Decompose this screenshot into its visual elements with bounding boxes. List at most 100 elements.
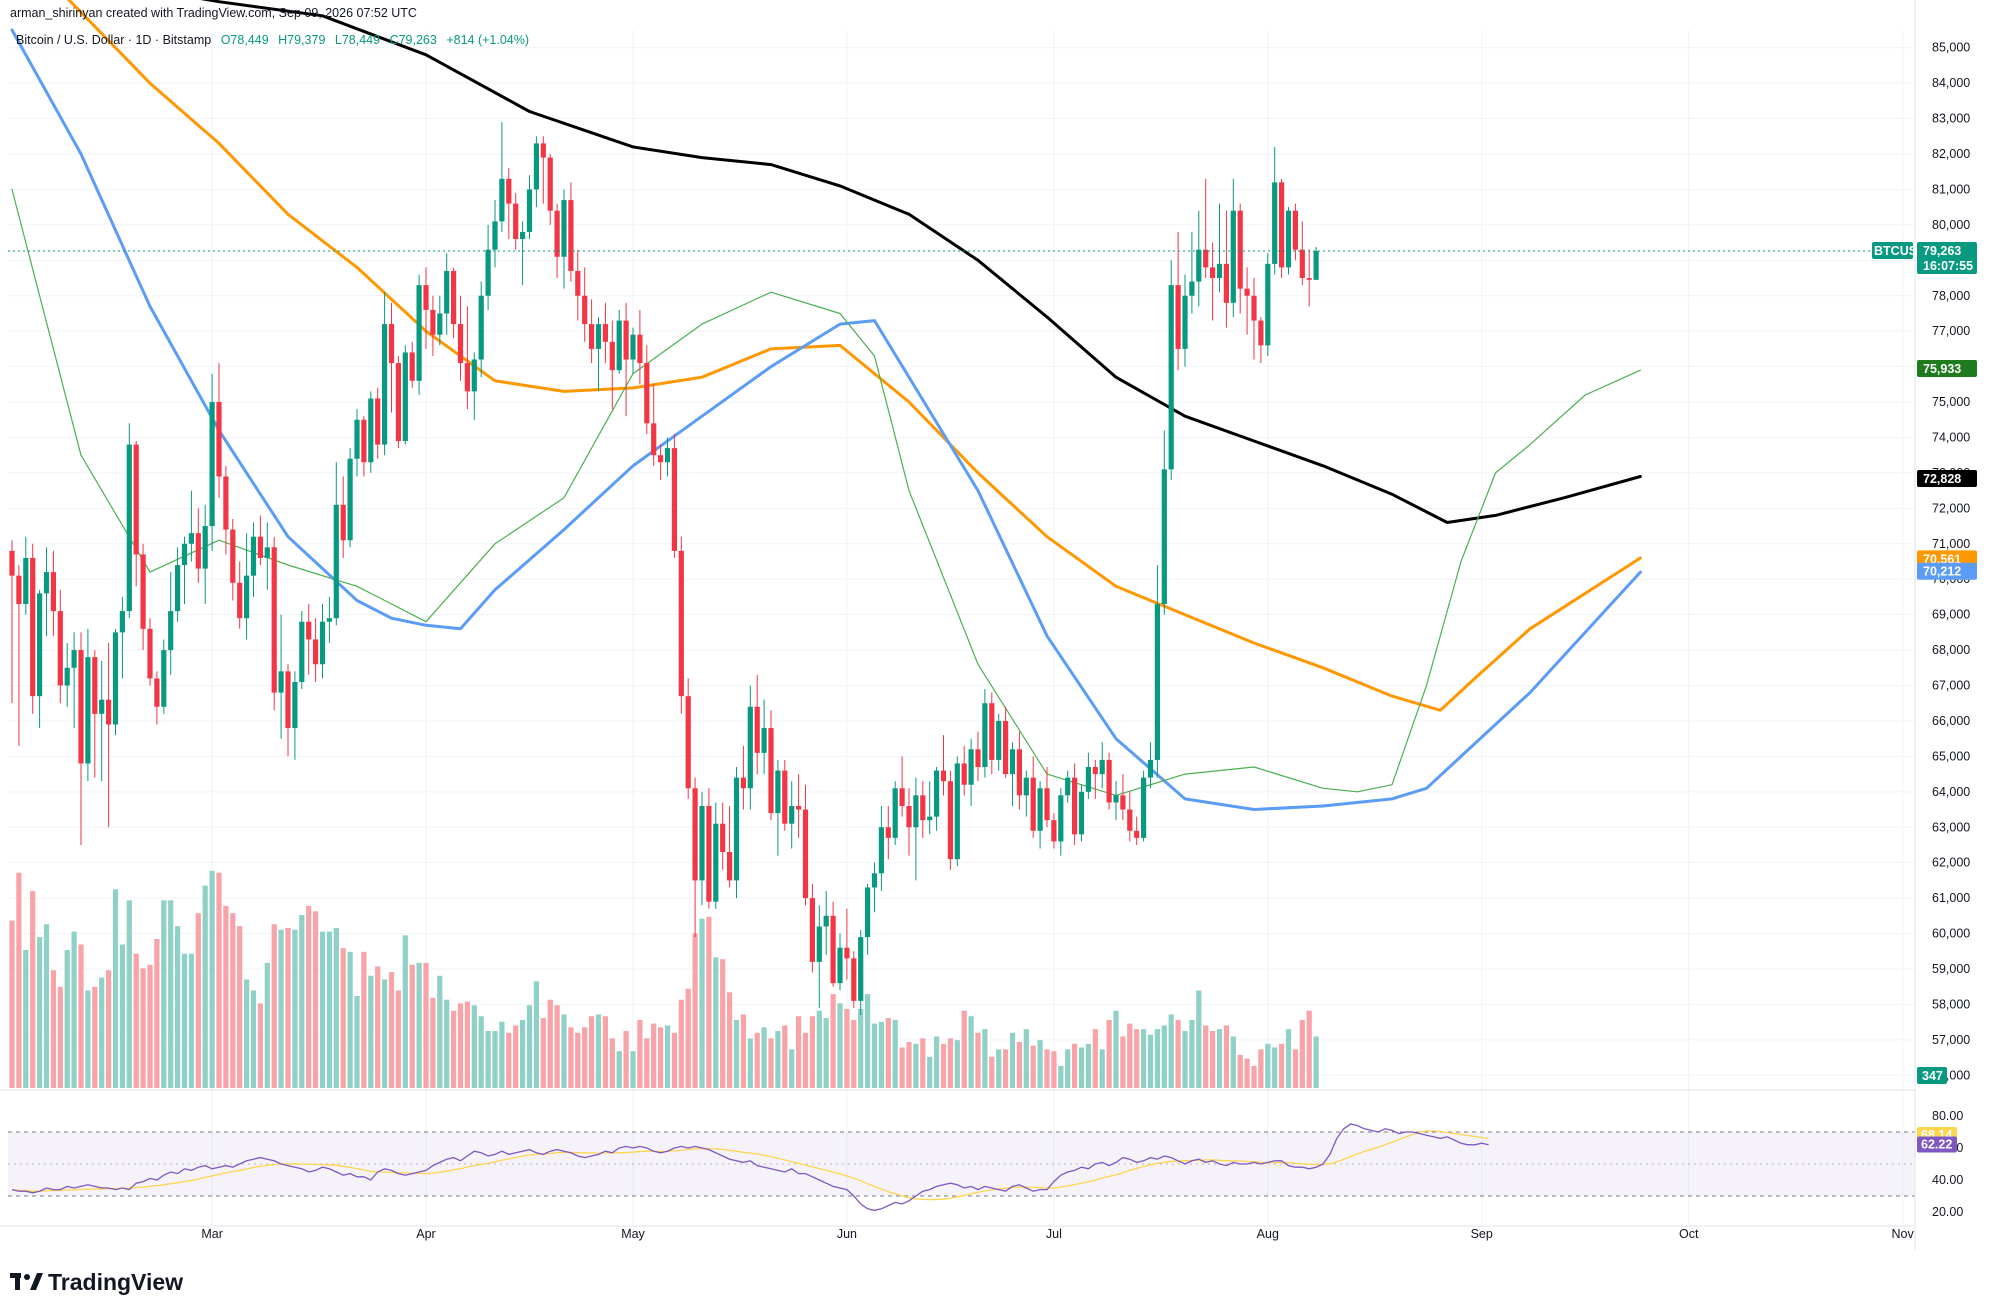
candle-body (678, 550, 684, 697)
ohlc-low: L78,449 (335, 33, 380, 47)
time-tick-label: Oct (1679, 1227, 1699, 1241)
candle-body (161, 650, 167, 707)
volume-bar (1092, 1029, 1098, 1088)
volume-bar (264, 962, 270, 1088)
candle-body (513, 203, 519, 240)
candle-body (333, 504, 339, 619)
candle-body (78, 650, 84, 764)
candle-body (568, 200, 574, 271)
candle-body (1299, 249, 1305, 279)
candle-body (954, 763, 960, 860)
candle-body (1016, 749, 1022, 796)
volume-bar (678, 999, 684, 1088)
candle-body (1175, 285, 1181, 349)
symbol-title: Bitcoin / U.S. Dollar · 1D · Bitstamp (16, 33, 211, 47)
volume-bar (395, 990, 401, 1088)
volume-bar (154, 938, 160, 1088)
candle-body (1292, 210, 1298, 250)
volume-bar (747, 1038, 753, 1088)
price-label-box (1917, 470, 1977, 488)
time-axis[interactable]: Mar Apr May Jun Jul Aug Sep Oct Nov (0, 1225, 1915, 1241)
volume-bar (250, 990, 257, 1088)
candle-body (699, 805, 705, 881)
volume-bar (996, 1049, 1002, 1088)
volume-bar (416, 962, 422, 1088)
candle-body (1285, 210, 1292, 268)
volume-bar (837, 1003, 843, 1088)
volume-bar (954, 1040, 960, 1088)
moving-average-line (200, 0, 1642, 524)
rsi-value-box (1917, 1136, 1957, 1153)
rsi-tick-label: 40.00 (1932, 1173, 1963, 1187)
volume-bar (1072, 1043, 1078, 1088)
candle-body (595, 324, 602, 349)
candle-body (913, 795, 919, 828)
price-tick-label: 75,000 (1932, 395, 1970, 409)
candle-body (423, 285, 429, 310)
candle-body (582, 295, 588, 325)
price-axis[interactable]: 56,00057,00058,00059,00060,00061,00062,0… (1914, 0, 1970, 1250)
candle-body (865, 887, 871, 938)
candle-body (782, 770, 788, 824)
volume-bar (85, 990, 91, 1088)
candle-body (1230, 210, 1236, 303)
ohlc-high: H79,379 (278, 33, 325, 47)
candle-body (754, 706, 760, 753)
price-tick-label: 81,000 (1932, 182, 1970, 196)
candle-body (1313, 250, 1319, 280)
volume-bar (830, 994, 836, 1088)
candle-body (589, 324, 595, 349)
volume-bar (885, 1018, 891, 1088)
volume-bar (78, 944, 84, 1088)
candle-body (1161, 469, 1167, 605)
candle-body (140, 554, 146, 629)
moving-average-line (10, 28, 1642, 811)
candle-body (989, 703, 995, 760)
candle-body (796, 805, 802, 810)
candle-body (899, 788, 905, 806)
volume-bar (409, 964, 415, 1088)
volume-bar (451, 1010, 457, 1088)
volume-bar (1299, 1019, 1305, 1088)
volume-bar (540, 1018, 546, 1088)
tradingview-logo[interactable]: TradingView (10, 1269, 183, 1295)
volume-bar (119, 944, 125, 1088)
candle-body (775, 770, 781, 814)
volume-bar (1044, 1049, 1050, 1088)
volume-bar (1203, 1025, 1209, 1088)
volume-bar (609, 1038, 615, 1088)
volume-bar (1230, 1036, 1236, 1088)
volume-bar (1313, 1036, 1319, 1088)
volume-bar (782, 1025, 788, 1088)
volume-bar (230, 913, 236, 1088)
candle-body (664, 448, 671, 463)
volume-bar (823, 1018, 829, 1088)
candle-body (637, 334, 643, 364)
candle-body (1120, 795, 1126, 810)
volume-bar (1009, 1032, 1016, 1088)
candle-body (278, 671, 284, 693)
volume-bar (437, 975, 443, 1088)
volume-bar (92, 986, 98, 1088)
volume-bar (188, 953, 194, 1088)
candle-body (906, 805, 912, 828)
volume-bar (209, 870, 215, 1088)
candle-body (968, 749, 974, 785)
volume-bar (851, 1019, 857, 1088)
candle-body (223, 476, 229, 530)
candle-body (230, 529, 236, 583)
volume-bar (664, 1025, 671, 1088)
volume-bar (1078, 1047, 1085, 1088)
candle-body (99, 699, 105, 714)
symbol-price-tag (1872, 241, 1913, 259)
volume-bar (57, 986, 63, 1088)
candle-body (540, 143, 546, 158)
candle-body (237, 582, 243, 619)
volume-bar (1085, 1043, 1091, 1088)
candle-body (1272, 182, 1278, 264)
volume-bar (1258, 1049, 1264, 1088)
tradingview-logo-text: TradingView (48, 1269, 183, 1295)
volume-bar (720, 959, 726, 1088)
volume-bar (802, 1032, 809, 1088)
